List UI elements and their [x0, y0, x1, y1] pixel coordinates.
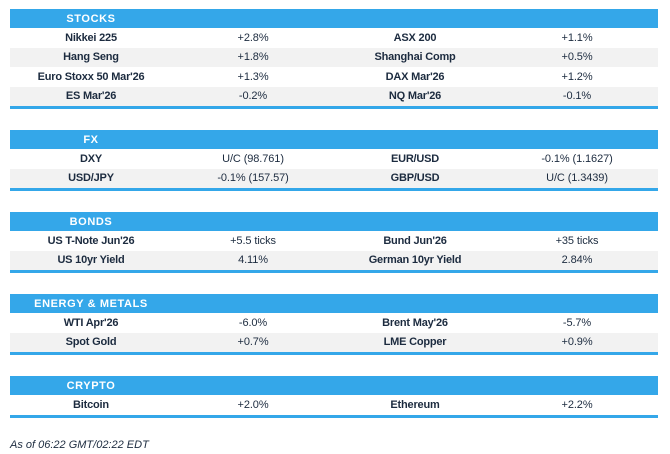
instrument-value: +0.5%: [561, 51, 593, 64]
instrument-value: 2.84%: [561, 254, 593, 267]
instrument-value: 4.11%: [238, 254, 268, 267]
instrument-label: Bitcoin: [73, 398, 109, 411]
table-row: Euro Stoxx 50 Mar'26 +1.3% DAX Mar'26 +1.2%: [10, 67, 658, 87]
section-title: FX: [83, 133, 99, 146]
section-header-bar: ENERGY & METALS: [10, 294, 658, 313]
section-body: WTI Apr'26 -6.0% Brent May'26 -5.7% Spot Gol…: [10, 313, 658, 355]
instrument-value: -0.1%: [562, 90, 592, 103]
instrument-label: Brent May'26: [382, 316, 448, 329]
instrument-label: EUR/USD: [390, 152, 440, 165]
instrument-value: +1.1%: [561, 31, 593, 44]
instrument-value: +0.7%: [237, 336, 269, 349]
instrument-value: -5.7%: [562, 316, 592, 329]
instrument-label: Nikkei 225: [65, 31, 117, 44]
section-header-bar: STOCKS: [10, 9, 658, 28]
table-row: Bitcoin +2.0% Ethereum +2.2%: [10, 395, 658, 415]
table-row: US 10yr Yield 4.11% German 10yr Yield 2.84%: [10, 250, 658, 270]
instrument-label: Ethereum: [390, 398, 440, 411]
section-fx: FX DXY U/C (98.761) EUR/USD -0.1% (1.1627) US…: [10, 130, 658, 191]
instrument-label: Bund Jun'26: [383, 234, 447, 247]
instrument-label: DXY: [79, 152, 103, 165]
instrument-value: +1.3%: [237, 70, 269, 83]
instrument-label: US 10yr Yield: [57, 254, 125, 267]
section-title: BONDS: [69, 215, 113, 228]
instrument-label: Euro Stoxx 50 Mar'26: [37, 70, 145, 83]
footer-timestamp: As of 06:22 GMT/02:22 EDT: [10, 438, 149, 451]
section-body: DXY U/C (98.761) EUR/USD -0.1% (1.1627) USD/…: [10, 149, 658, 191]
section-stocks: STOCKS Nikkei 225 +2.8% ASX 200 +1.1% Hang Se…: [10, 9, 658, 109]
instrument-label: LME Copper: [383, 336, 447, 349]
instrument-label: WTI Apr'26: [63, 316, 119, 329]
instrument-label: Hang Seng: [63, 51, 119, 64]
instrument-value: +1.2%: [561, 70, 593, 83]
instrument-value: +5.5 ticks: [230, 234, 276, 247]
table-row: Spot Gold +0.7% LME Copper +0.9%: [10, 332, 658, 352]
section-bonds: BONDS US T-Note Jun'26 +5.5 ticks Bund Jun'…: [10, 212, 658, 273]
instrument-label: ES Mar'26: [65, 90, 117, 103]
instrument-value: -0.2%: [238, 90, 268, 103]
table-row: WTI Apr'26 -6.0% Brent May'26 -5.7%: [10, 313, 658, 333]
section-energy-metals: ENERGY & METALS WTI Apr'26 -6.0% Brent May'…: [10, 294, 658, 355]
instrument-label: USD/JPY: [68, 172, 114, 185]
section-header-bar: FX: [10, 130, 658, 149]
section-crypto: CRYPTO Bitcoin +2.0% Ethereum +2.2%: [10, 376, 658, 418]
section-header-bar: CRYPTO: [10, 376, 658, 395]
instrument-label: US T-Note Jun'26: [47, 234, 135, 247]
section-body: Nikkei 225 +2.8% ASX 200 +1.1% Hang Seng +1.8…: [10, 28, 658, 109]
section-title: CRYPTO: [66, 379, 116, 392]
instrument-value: +2.0%: [237, 398, 269, 411]
instrument-value: +2.8%: [237, 31, 269, 44]
instrument-value: +2.2%: [561, 398, 593, 411]
table-row: Hang Seng +1.8% Shanghai Comp +0.5%: [10, 47, 658, 67]
instrument-value: +35 ticks: [555, 234, 599, 247]
instrument-value: U/C (98.761): [222, 152, 284, 165]
instrument-value: -0.1% (1.1627): [541, 152, 613, 165]
table-row: Nikkei 225 +2.8% ASX 200 +1.1%: [10, 28, 658, 48]
section-body: US T-Note Jun'26 +5.5 ticks Bund Jun'26 +35…: [10, 231, 658, 273]
instrument-value: +1.8%: [237, 51, 269, 64]
section-title: STOCKS: [66, 12, 116, 25]
instrument-label: German 10yr Yield: [368, 254, 462, 267]
instrument-label: Spot Gold: [65, 336, 117, 349]
section-body: Bitcoin +2.0% Ethereum +2.2%: [10, 395, 658, 418]
instrument-label: GBP/USD: [390, 172, 440, 185]
instrument-value: -0.1% (157.57): [217, 172, 289, 185]
instrument-label: Shanghai Comp: [374, 51, 456, 64]
instrument-label: ASX 200: [393, 31, 437, 44]
instrument-label: DAX Mar'26: [385, 70, 445, 83]
instrument-value: +0.9%: [561, 336, 593, 349]
market-tables: STOCKS Nikkei 225 +2.8% ASX 200 +1.1% Hang Se…: [10, 9, 658, 418]
table-row: ES Mar'26 -0.2% NQ Mar'26 -0.1%: [10, 86, 658, 106]
section-header-bar: BONDS: [10, 212, 658, 231]
section-title: ENERGY & METALS: [34, 297, 148, 310]
instrument-value: U/C (1.3439): [546, 172, 608, 185]
table-row: US T-Note Jun'26 +5.5 ticks Bund Jun'26 +35…: [10, 231, 658, 251]
instrument-label: NQ Mar'26: [388, 90, 442, 103]
table-row: USD/JPY -0.1% (157.57) GBP/USD U/C (1.3439): [10, 168, 658, 188]
instrument-value: -6.0%: [238, 316, 268, 329]
table-row: DXY U/C (98.761) EUR/USD -0.1% (1.1627): [10, 149, 658, 169]
